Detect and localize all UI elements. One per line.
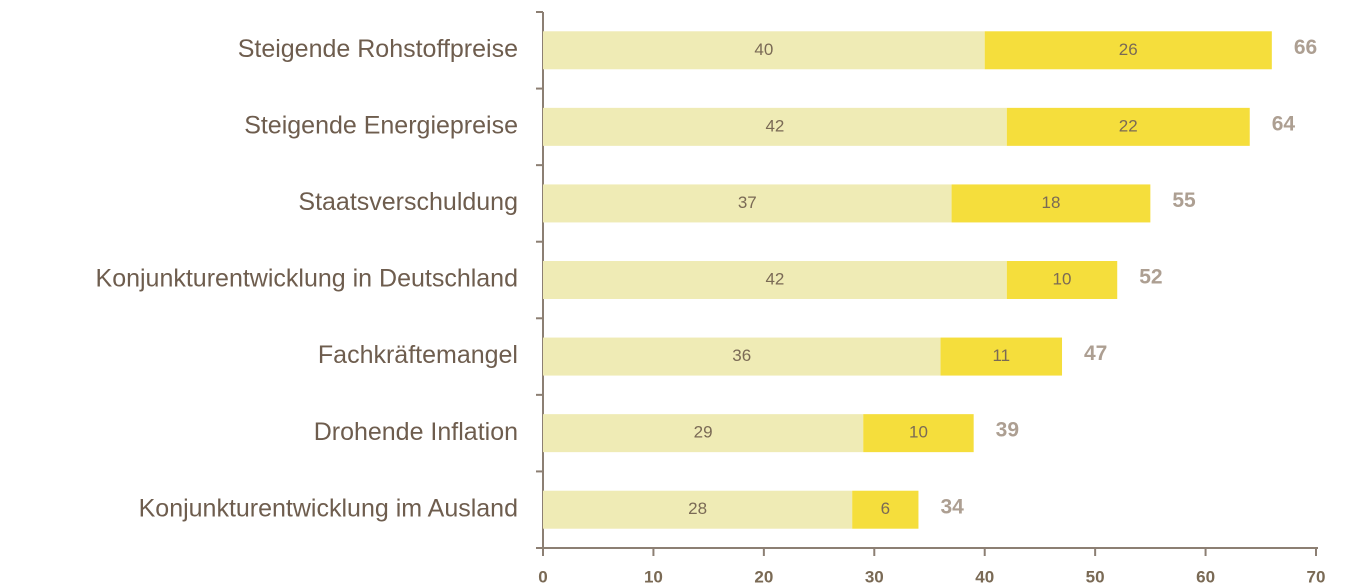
segment-label: 40 [754,40,773,59]
x-tick-label: 70 [1307,567,1326,586]
category-label: Konjunkturentwicklung im Ausland [139,494,518,522]
segment-label: 28 [688,499,707,518]
bar-segment [543,261,1007,299]
segment-label: 10 [1053,269,1072,288]
bar-segment [543,184,952,223]
bar-segment [543,107,1007,146]
x-tick-label: 30 [865,567,884,586]
total-label: 47 [1084,342,1107,365]
segment-label: 11 [992,346,1010,365]
segment-label: 42 [765,269,784,288]
total-label: 66 [1294,36,1317,59]
segment-label: 10 [909,423,928,442]
bar-segment [543,31,985,70]
bar-segment [984,31,1272,70]
x-tick-label: 50 [1086,567,1105,586]
x-tick-label: 20 [754,567,773,586]
segment-label: 42 [765,116,784,135]
bar-segment [1006,261,1118,299]
segment-label: 26 [1119,40,1138,59]
bar-segment [951,184,1151,223]
x-tick-label: 10 [644,567,663,586]
category-label: Fachkräftemangel [318,341,518,369]
total-label: 64 [1272,112,1296,135]
category-label: Konjunkturentwicklung in Deutschland [96,265,518,293]
segment-label: 6 [881,499,890,518]
bar-segment [543,490,853,529]
total-label: 52 [1139,266,1162,289]
segment-label: 18 [1042,193,1061,212]
category-label: Steigende Energiepreise [244,111,518,139]
category-label: Staatsverschuldung [298,188,518,216]
bar-segment [543,414,864,453]
segment-label: 36 [732,346,751,365]
category-label: Drohende Inflation [314,418,518,446]
bar-segment [543,337,941,376]
x-tick-label: 40 [975,567,994,586]
total-label: 34 [940,495,964,518]
x-tick-label: 0 [538,567,547,586]
bar-segment [940,337,1063,376]
segment-label: 37 [738,193,757,212]
segment-label: 29 [694,423,713,442]
total-label: 55 [1172,189,1196,212]
bar-segment [852,490,919,529]
segment-label: 22 [1119,116,1138,135]
bar-segment [1006,107,1250,146]
bar-segment [863,414,974,453]
x-tick-label: 60 [1196,567,1215,586]
category-label: Steigende Rohstoffpreise [238,35,518,63]
total-label: 39 [996,419,1019,442]
